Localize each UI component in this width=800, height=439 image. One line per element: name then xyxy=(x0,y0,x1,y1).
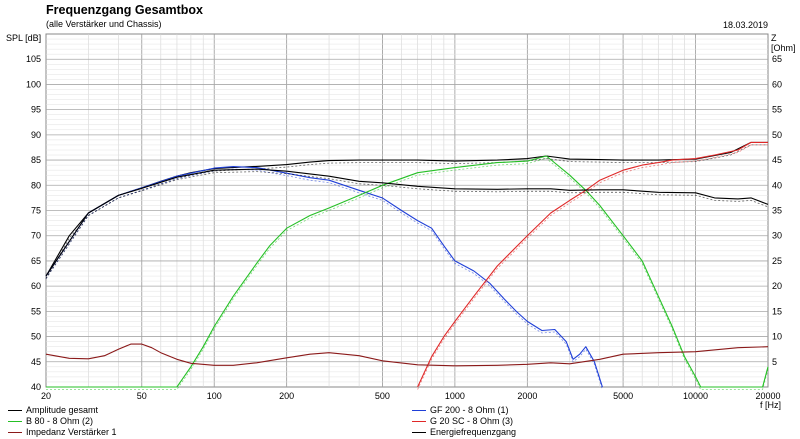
legend-item-b80: B 80 - 8 Ohm (2) xyxy=(8,415,93,427)
x-tick-label: 1000 xyxy=(445,391,465,401)
x-axis-label: f [Hz] xyxy=(760,400,782,410)
y-left-tick-label: 80 xyxy=(31,180,41,190)
legend-label: B 80 - 8 Ohm (2) xyxy=(26,416,94,426)
y-right-tick-label: 25 xyxy=(772,256,782,266)
series-line-dotted-b-80-8-ohm-2 xyxy=(46,158,769,390)
y-left-tick-label: 85 xyxy=(31,155,41,165)
series-line-gf-200-8-ohm-1 xyxy=(45,166,603,388)
chart-subtitle: (alle Verstärker und Chassis) xyxy=(46,19,162,29)
y-left-tick-label: 50 xyxy=(31,332,41,342)
y-left-tick-label: 40 xyxy=(31,382,41,392)
legend: Amplitude gesamt B 80 - 8 Ohm (2) Impeda… xyxy=(8,404,800,439)
x-tick-label: 500 xyxy=(375,391,390,401)
y-right-tick-label: 35 xyxy=(772,206,782,216)
y-left-tick-label: 65 xyxy=(31,256,41,266)
series-line-dotted-g-20-sc-8-ohm-3 xyxy=(417,144,768,390)
legend-item-gf200: GF 200 - 8 Ohm (1) xyxy=(412,404,509,416)
series-line-impedanz-verst-rker-1 xyxy=(45,343,769,367)
legend-item-energiefrequenzgang: Energiefrequenzgang xyxy=(412,426,516,438)
y-right-tick-label: 20 xyxy=(772,281,782,291)
y-right-tick-label: 50 xyxy=(772,130,782,140)
x-tick-label: 50 xyxy=(137,391,147,401)
y-right-tick-label: 5 xyxy=(772,357,777,367)
x-tick-label: 20 xyxy=(41,391,51,401)
x-tick-label: 2000 xyxy=(517,391,537,401)
series-line-g-20-sc-8-ohm-3 xyxy=(417,141,768,388)
y-right-tick-label: 15 xyxy=(772,306,782,316)
y-right-tick-label: 65 xyxy=(772,54,782,64)
y-right-tick-label: 45 xyxy=(772,155,782,165)
legend-swatch xyxy=(412,432,426,434)
legend-label: GF 200 - 8 Ohm (1) xyxy=(430,405,509,415)
series-line-b-80-8-ohm-2 xyxy=(46,155,769,388)
y-axis-right-label: Z [Ohm] xyxy=(771,33,796,53)
y-right-tick-label: 55 xyxy=(772,105,782,115)
legend-item-g20sc: G 20 SC - 8 Ohm (3) xyxy=(412,415,513,427)
x-tick-label: 10000 xyxy=(683,391,708,401)
y-axis-left-label: SPL [dB] xyxy=(6,33,42,43)
y-left-tick-label: 45 xyxy=(31,357,41,367)
y-left-tick-label: 70 xyxy=(31,231,41,241)
legend-swatch xyxy=(412,421,426,423)
legend-label: G 20 SC - 8 Ohm (3) xyxy=(430,416,514,426)
chart-date: 18.03.2019 xyxy=(722,20,768,30)
legend-label: Amplitude gesamt xyxy=(26,405,99,415)
y-right-tick-label: 10 xyxy=(772,332,782,342)
x-tick-label: 20000 xyxy=(755,391,780,401)
y-left-tick-label: 60 xyxy=(31,281,41,291)
legend-label: Energiefrequenzgang xyxy=(430,427,517,437)
legend-swatch xyxy=(8,410,22,412)
series-line-energiefrequenzgang xyxy=(45,168,769,277)
series-line-dotted-gf-200-8-ohm-1 xyxy=(45,168,603,390)
legend-swatch xyxy=(8,432,22,434)
legend-item-amplitude-gesamt: Amplitude gesamt xyxy=(8,404,98,416)
series-line-dotted-energiefrequenzgang xyxy=(45,171,769,279)
y-left-tick-label: 95 xyxy=(31,105,41,115)
y-right-tick-label: 40 xyxy=(772,180,782,190)
legend-swatch xyxy=(412,410,426,412)
legend-swatch xyxy=(8,421,22,423)
x-tick-label: 5000 xyxy=(613,391,633,401)
legend-label: Impedanz Verstärker 1 xyxy=(26,427,117,437)
chart-title: Frequenzgang Gesamtbox xyxy=(46,3,203,17)
x-tick-label: 200 xyxy=(279,391,294,401)
y-left-tick-label: 105 xyxy=(26,54,41,64)
legend-item-impedanz: Impedanz Verstärker 1 xyxy=(8,426,117,438)
y-left-tick-label: 75 xyxy=(31,206,41,216)
y-left-tick-label: 90 xyxy=(31,130,41,140)
y-left-tick-label: 55 xyxy=(31,306,41,316)
y-right-tick-label: 30 xyxy=(772,231,782,241)
y-right-tick-label: 60 xyxy=(772,79,782,89)
x-tick-label: 100 xyxy=(207,391,222,401)
y-left-tick-label: 100 xyxy=(26,79,41,89)
